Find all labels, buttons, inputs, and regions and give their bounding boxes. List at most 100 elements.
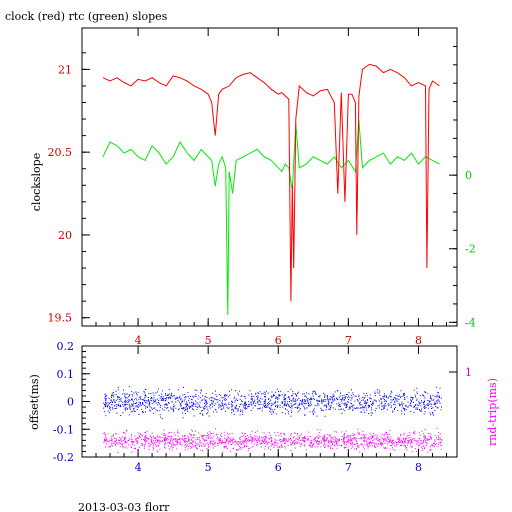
scatter-point	[337, 441, 339, 443]
scatter-point	[370, 414, 372, 416]
scatter-point	[135, 402, 137, 404]
scatter-point	[230, 444, 232, 446]
scatter-point	[128, 414, 130, 416]
scatter-point	[277, 401, 279, 403]
scatter-point	[308, 402, 309, 404]
scatter-point	[359, 402, 360, 404]
scatter-point	[186, 441, 188, 443]
scatter-point	[140, 399, 142, 400]
scatter-point	[153, 412, 155, 414]
scatter-point	[270, 443, 272, 445]
scatter-point	[142, 398, 144, 400]
scatter-point	[126, 441, 128, 443]
scatter-point	[414, 406, 416, 408]
scatter-point	[244, 396, 246, 397]
scatter-point	[347, 438, 349, 440]
scatter-point	[133, 410, 135, 412]
scatter-point	[267, 438, 269, 440]
scatter-point	[125, 396, 127, 398]
scatter-point	[137, 432, 139, 434]
scatter-point	[179, 397, 180, 399]
scatter-point	[384, 438, 386, 440]
scatter-point	[275, 396, 277, 398]
scatter-point	[214, 445, 216, 447]
scatter-point	[295, 438, 297, 440]
scatter-point	[407, 406, 409, 408]
scatter-point	[184, 442, 186, 443]
bottom-x-tick-label-1: 5	[205, 461, 212, 474]
scatter-point	[125, 407, 127, 409]
scatter-point	[424, 397, 426, 399]
scatter-point	[407, 437, 409, 439]
scatter-point	[241, 443, 243, 445]
scatter-point	[236, 398, 238, 400]
scatter-point	[204, 444, 206, 446]
scatter-point	[141, 443, 143, 445]
scatter-point	[323, 396, 325, 398]
scatter-point	[225, 446, 227, 448]
scatter-point	[228, 407, 230, 409]
scatter-point	[210, 443, 212, 445]
scatter-point	[244, 437, 246, 439]
scatter-point	[314, 411, 316, 413]
scatter-outlier	[237, 400, 238, 401]
scatter-point	[401, 441, 403, 443]
scatter-point	[215, 390, 216, 392]
scatter-point	[406, 396, 408, 398]
scatter-point	[361, 411, 363, 413]
scatter-point	[222, 404, 223, 406]
bottom-x-tick-label-4: 8	[415, 461, 422, 474]
scatter-point	[372, 441, 374, 443]
scatter-point	[309, 436, 311, 437]
scatter-point	[211, 433, 213, 435]
scatter-point	[342, 442, 344, 444]
scatter-point	[271, 439, 272, 441]
scatter-point	[108, 446, 110, 448]
scatter-point	[124, 408, 126, 410]
scatter-point	[224, 446, 226, 448]
scatter-point	[303, 445, 305, 447]
scatter-point	[325, 444, 327, 446]
scatter-point	[344, 442, 345, 444]
scatter-point	[436, 396, 438, 398]
scatter-point	[158, 442, 160, 444]
scatter-point	[104, 411, 106, 413]
scatter-point	[157, 436, 159, 438]
scatter-point	[192, 405, 194, 407]
scatter-point	[242, 413, 244, 415]
scatter-point	[330, 438, 332, 440]
scatter-point	[210, 404, 212, 406]
scatter-point	[410, 399, 412, 401]
scatter-point	[184, 396, 186, 398]
scatter-point	[205, 443, 207, 445]
scatter-point	[119, 405, 121, 407]
scatter-point	[162, 396, 164, 398]
scatter-point	[299, 408, 301, 409]
scatter-point	[284, 399, 286, 401]
scatter-point	[423, 441, 425, 442]
scatter-point	[332, 436, 334, 438]
scatter-point	[396, 398, 398, 400]
scatter-point	[118, 405, 120, 407]
scatter-point	[435, 386, 437, 388]
scatter-point	[372, 401, 374, 403]
scatter-point	[428, 433, 430, 434]
scatter-point	[105, 443, 107, 445]
scatter-point	[299, 403, 301, 405]
scatter-point	[241, 436, 243, 437]
scatter-point	[332, 399, 334, 401]
scatter-point	[103, 402, 105, 404]
scatter-point	[397, 438, 399, 440]
scatter-point	[207, 442, 209, 444]
scatter-point	[307, 438, 309, 440]
scatter-point	[379, 394, 381, 396]
scatter-point	[178, 408, 180, 410]
scatter-point	[199, 401, 201, 403]
scatter-point	[424, 391, 426, 393]
offset-points	[103, 386, 442, 419]
scatter-point	[264, 396, 266, 398]
scatter-point	[390, 399, 392, 401]
scatter-point	[156, 435, 158, 437]
scatter-point	[337, 439, 339, 441]
scatter-point	[288, 404, 290, 406]
